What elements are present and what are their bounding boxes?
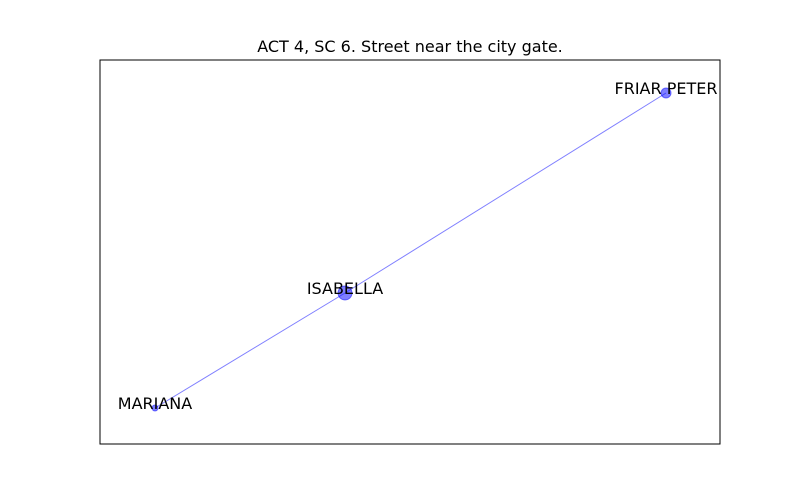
node-mariana: [151, 404, 159, 412]
labels-layer: MARIANA ISABELLA FRIAR PETER: [118, 79, 718, 413]
node-label-isabella: ISABELLA: [307, 279, 383, 298]
node-isabella: [337, 285, 353, 301]
node-label-mariana: MARIANA: [118, 394, 193, 413]
edge-mariana-isabella: [154, 292, 346, 409]
node-label-friar-peter: FRIAR PETER: [615, 79, 718, 98]
node-friar-peter: [660, 87, 672, 99]
nodes-layer: [151, 87, 672, 412]
axes-frame: [99, 59, 721, 445]
edges-layer: [154, 92, 667, 409]
edge-isabella-friar-peter: [344, 92, 667, 294]
chart-title: ACT 4, SC 6. Street near the city gate.: [257, 37, 563, 56]
